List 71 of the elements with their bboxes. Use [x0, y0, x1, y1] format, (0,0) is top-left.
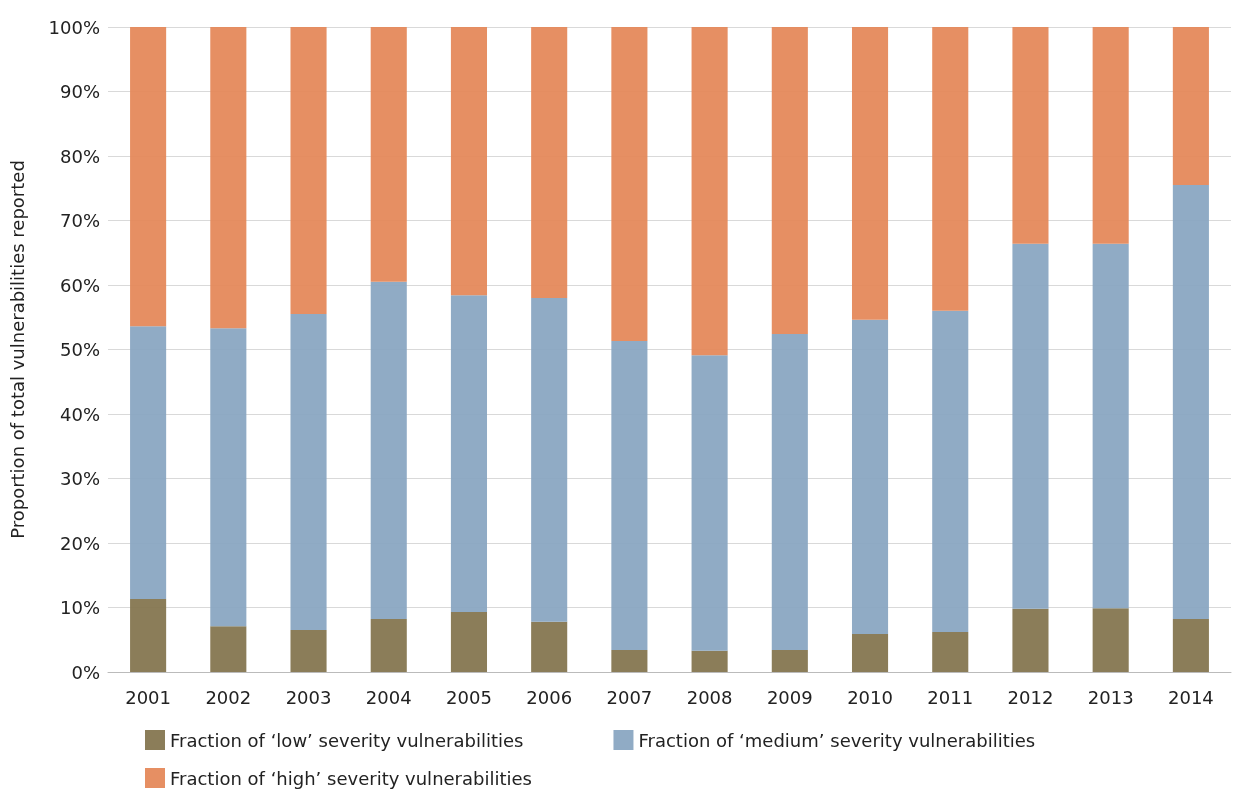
- bar: [370, 281, 407, 620]
- bar: [531, 621, 568, 672]
- x-tick-label: 2004: [365, 686, 412, 708]
- bar: [851, 27, 889, 320]
- x-tick-label: 2008: [686, 686, 733, 708]
- bar: [290, 314, 327, 631]
- bar: [370, 27, 407, 282]
- bar: [210, 328, 247, 627]
- bar: [130, 599, 167, 672]
- bar: [691, 650, 728, 672]
- x-tick-label: 2006: [526, 686, 573, 708]
- bar: [1012, 27, 1049, 244]
- x-tick-label: 2012: [1007, 686, 1054, 708]
- bar: [1092, 243, 1129, 609]
- x-tick-label: 2001: [125, 686, 172, 708]
- y-tick-label: 100%: [48, 16, 100, 38]
- bar: [210, 27, 247, 329]
- legend-label: Fraction of ‘medium’ severity vulnerabilities: [638, 729, 1036, 751]
- x-tick-label: 2011: [927, 686, 974, 708]
- y-tick-label: 60%: [59, 274, 100, 296]
- bar: [531, 297, 568, 622]
- bar: [1012, 243, 1049, 609]
- bar: [290, 630, 327, 672]
- bar: [691, 355, 728, 651]
- y-tick-label: 90%: [59, 81, 100, 102]
- bar: [611, 650, 648, 672]
- bar: [290, 27, 327, 315]
- bar: [771, 334, 808, 651]
- y-tick-label: 20%: [59, 532, 100, 554]
- bar: [851, 633, 889, 672]
- legend-label: Fraction of ‘low’ severity vulnerabilities: [170, 729, 524, 751]
- bar: [932, 27, 969, 311]
- bar: [1092, 27, 1129, 244]
- y-tick-label: 0%: [71, 661, 100, 683]
- x-tick-label: 2014: [1167, 686, 1214, 708]
- bar: [450, 27, 488, 296]
- x-tick-label: 2007: [606, 686, 653, 708]
- bar: [611, 341, 648, 651]
- x-tick-label: 2003: [285, 686, 332, 708]
- bar: [932, 632, 969, 672]
- bar: [771, 650, 808, 672]
- x-tick-label: 2009: [766, 686, 813, 708]
- bar: [450, 295, 488, 613]
- bar: [1172, 185, 1209, 620]
- x-tick-label: 2005: [446, 686, 492, 708]
- bar: [691, 27, 728, 356]
- bar: [1012, 608, 1049, 672]
- y-tick-label: 10%: [59, 597, 100, 618]
- bar: [130, 326, 167, 600]
- y-tick-label: 50%: [59, 339, 100, 360]
- bar: [210, 626, 247, 672]
- bar: [1092, 608, 1129, 672]
- x-tick-label: 2013: [1087, 686, 1134, 708]
- bar: [370, 619, 407, 672]
- y-tick-label: 30%: [59, 468, 100, 489]
- legend-label: Fraction of ‘high’ severity vulnerabilities: [170, 767, 532, 789]
- bar: [130, 27, 167, 327]
- y-tick-label: 80%: [59, 145, 100, 167]
- bar: [932, 310, 969, 633]
- x-tick-label: 2002: [205, 686, 252, 708]
- y-tick-label: 40%: [59, 403, 100, 425]
- bar: [1172, 27, 1209, 186]
- bar: [771, 27, 808, 335]
- bar: [611, 27, 648, 342]
- y-tick-label: 70%: [59, 210, 100, 231]
- x-tick-label: 2010: [847, 686, 893, 708]
- bar: [851, 319, 889, 634]
- y-axis-title: Proportion of total vulnerabilities reported: [6, 160, 28, 539]
- bar: [450, 612, 488, 672]
- bar: [1172, 619, 1209, 672]
- bar: [531, 27, 568, 298]
